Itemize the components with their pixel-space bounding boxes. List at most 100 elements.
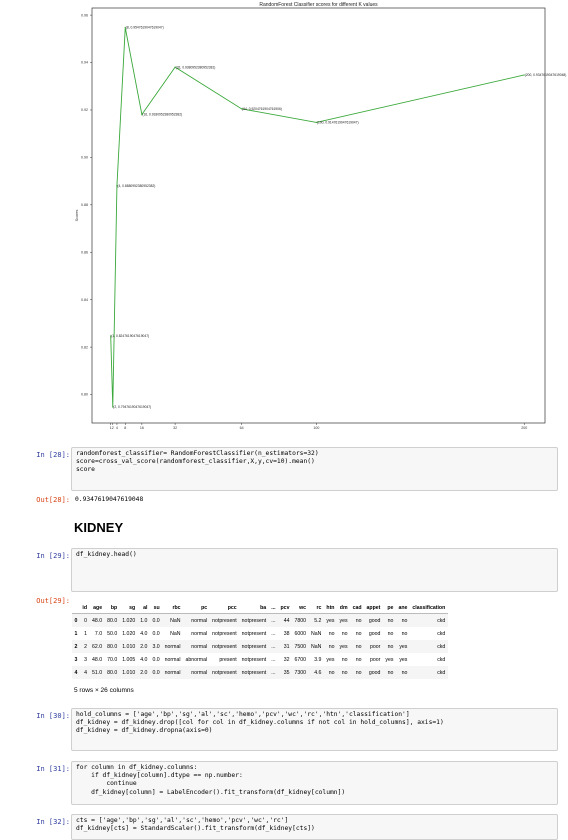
table-cell: 3.0 (149, 640, 163, 653)
table-cell: good (364, 613, 383, 627)
column-header: rc (308, 602, 324, 614)
table-cell: no (323, 666, 337, 679)
code-line: df_kidney = df_kidney.dropna(axis=0) (76, 727, 213, 735)
chart-output: RandomForest Classifier scores for diffe… (75, 2, 566, 430)
cell-29-output-prompt: Out[29]: (36, 597, 70, 605)
x-tick-label: 1 (110, 426, 112, 430)
data-point-label: (8, 0.9547619047619047) (126, 26, 164, 30)
table-cell: no (341, 656, 348, 663)
y-tick-label: 0.86 (81, 250, 88, 254)
table-cell: 0.0 (149, 613, 163, 627)
table-cell: notpresent (209, 613, 240, 627)
x-tick-label: 100 (313, 426, 319, 430)
score-line-series (110, 27, 525, 407)
column-header: ba (239, 602, 269, 614)
table-header-row: id age bp sg al su rbc pc pcc ba... pcv wc rc htn dm ca… (72, 602, 448, 614)
table-cell: no (382, 613, 396, 627)
data-point (241, 108, 243, 110)
table-cell: 1.010 (119, 640, 138, 653)
plot-frame (91, 7, 546, 424)
table-cell: 2.0 (137, 666, 150, 679)
table-cell: normal (183, 666, 210, 679)
data-point (112, 406, 114, 408)
table-cell: notpresent (209, 640, 240, 653)
table-cell: no (401, 630, 408, 637)
table-cell: yes (399, 656, 408, 663)
table-cell: 7800 (291, 613, 309, 627)
y-tick-label: 0.84 (81, 298, 88, 302)
y-tick-label: 0.80 (81, 393, 88, 397)
table-cell: 62.0 (89, 640, 105, 653)
table-cell: 1.010 (119, 666, 138, 679)
cell-29-input-prompt: In [29]: (36, 552, 70, 560)
column-header: classification (409, 602, 448, 614)
table-cell: yes (326, 656, 335, 663)
table-cell: no (355, 630, 362, 637)
cell-30-code-editor[interactable]: hold_columns = ['age','bp','sg','al','sc… (71, 708, 558, 751)
table-cell: normal (162, 640, 184, 653)
table-cell: 7500 (291, 640, 309, 653)
table-cell: notpresent (239, 666, 269, 679)
column-header: sg (119, 602, 138, 614)
cell-29-code-editor[interactable]: df_kidney.head() (71, 548, 558, 592)
cell-32-code-editor[interactable]: cts = ['age','bp','sg','al','sc','hemo',… (71, 814, 558, 840)
table-cell: 0 (79, 613, 90, 627)
table-cell: notpresent (241, 656, 267, 663)
table-cell: yes (385, 656, 394, 663)
table-cell: no (341, 630, 348, 637)
table-cell: 1.020 (119, 613, 138, 627)
table-cell: 4.6 (308, 666, 324, 679)
table-row: 2 2 62.0 80.0 1.010 2.0 3.0 normal normal notpres… (72, 640, 448, 653)
row-index-cell: 0 (72, 613, 80, 627)
table-cell: 7.0 (94, 630, 103, 637)
code-line: if df_kidney[column].dtype == np.number: (76, 772, 243, 780)
column-header: su (149, 602, 163, 614)
table-cell: no (395, 613, 410, 627)
table-cell: NaN (311, 630, 322, 637)
table-cell: no (387, 630, 394, 637)
column-header: dm (336, 602, 351, 614)
y-tick-label: 0.92 (81, 108, 88, 112)
column-header: htn (323, 602, 337, 614)
table-cell: normal (183, 613, 210, 627)
cell-28-input-prompt: In [28]: (36, 451, 70, 459)
data-point (110, 335, 112, 337)
table-cell: ckd (437, 656, 446, 663)
table-row: 1 1 7.0 50.0 1.020 4.0 0.0 NaN normal notpresent n… (72, 627, 448, 640)
row-index-cell: 2 (72, 640, 80, 653)
code-line: df_kidney[cts] = StandardScaler().fit_tr… (76, 825, 315, 833)
table-cell: 38 (283, 630, 290, 637)
table-cell: 51.0 (89, 666, 105, 679)
table-cell: yes (336, 640, 351, 653)
code-line: df_kidney.head() (76, 551, 137, 558)
dataframe-shape-note: 5 rows × 26 columns (74, 687, 134, 694)
y-axis-label: Scores (75, 209, 79, 221)
table-cell: 0.0 (149, 666, 163, 679)
table-cell: NaN (308, 640, 324, 653)
data-point (124, 26, 126, 29)
cell-31-code-editor[interactable]: for column in df_kidney.columns: if df_k… (71, 761, 558, 805)
data-point (315, 121, 318, 123)
table-cell: 1.020 (122, 630, 136, 637)
x-tick-label: 200 (521, 426, 527, 430)
table-cell: 31 (278, 640, 292, 653)
table-cell: notpresent (209, 666, 240, 679)
table-cell: ... (268, 640, 279, 653)
column-header: ... (268, 602, 279, 614)
row-index-cell: 1 (74, 630, 78, 637)
table-cell: yes (336, 613, 351, 627)
column-header: appet (364, 602, 383, 614)
table-cell: present (219, 656, 237, 663)
table-cell: 6700 (294, 656, 307, 663)
table-cell: 32 (283, 656, 290, 663)
table-cell: 1.0 (137, 613, 150, 627)
table-cell: NaN (170, 630, 181, 637)
column-header: pcv (278, 602, 292, 614)
y-tick-label: 0.90 (81, 156, 88, 160)
table-cell: 70.0 (107, 656, 118, 663)
table-cell: normal (191, 630, 208, 637)
table-cell: ckd (409, 613, 448, 627)
cell-28-code-editor[interactable]: randomforest_classifier= RandomForestCla… (71, 447, 558, 491)
data-point-label: (1, 0.8247619047619047) (111, 334, 149, 338)
x-tick-label: 64 (240, 426, 244, 430)
